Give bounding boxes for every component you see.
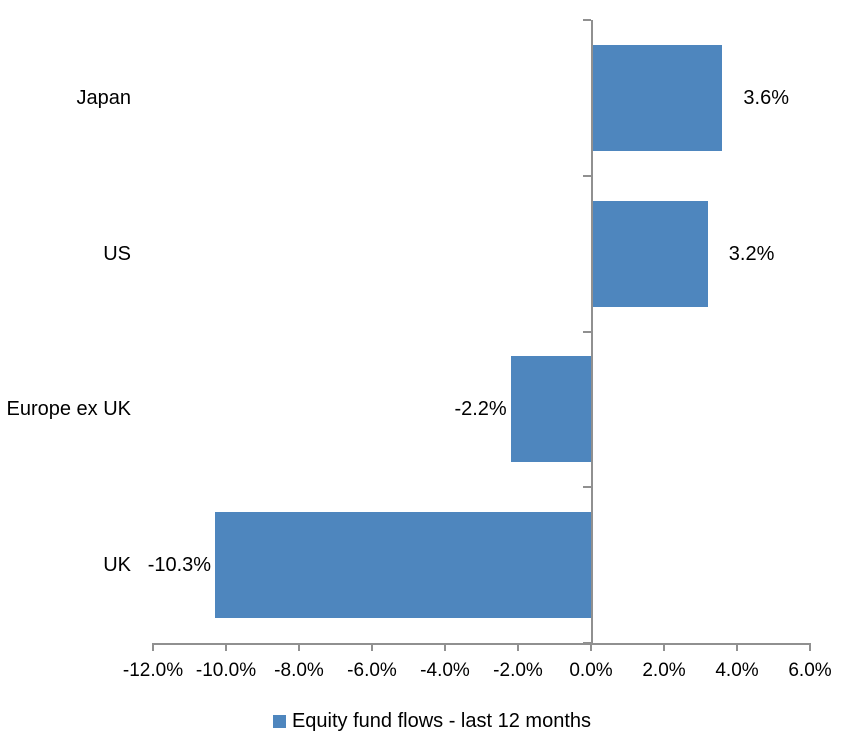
category-label-uk: UK	[103, 554, 131, 577]
value-axis-tick	[225, 643, 227, 651]
bar-europe-ex-uk	[510, 356, 591, 463]
value-axis-tick	[517, 643, 519, 651]
category-axis-tick	[583, 19, 591, 21]
x-tick-label-0: -12.0%	[122, 660, 184, 681]
x-tick-label-2: -8.0%	[274, 660, 324, 681]
x-tick-label-3: -6.0%	[347, 660, 397, 681]
value-axis-tick	[736, 643, 738, 651]
x-tick-label-7: 2.0%	[642, 660, 686, 681]
category-axis-tick	[583, 486, 591, 489]
value-label-japan: 3.6%	[743, 86, 789, 109]
x-tick-label-1: -10.0%	[195, 660, 257, 681]
value-label-europe-ex-uk: -2.2%	[454, 398, 507, 421]
x-tick-label-6: 0.0%	[569, 660, 613, 681]
value-axis-line	[153, 643, 810, 645]
category-label-japan: Japan	[76, 86, 132, 109]
value-axis-tick	[444, 643, 446, 651]
value-axis-tick	[590, 643, 592, 651]
value-axis-tick	[298, 643, 300, 651]
category-label-europe-ex-uk: Europe ex UK	[6, 398, 131, 421]
value-label-uk: -10.3%	[147, 554, 212, 577]
value-axis-tick	[371, 643, 373, 651]
value-axis-tick	[152, 643, 154, 651]
legend-label: Equity fund flows - last 12 months	[291, 710, 592, 732]
legend-marker-icon	[272, 714, 286, 728]
bar-japan	[591, 44, 723, 151]
category-axis-tick	[583, 330, 591, 333]
category-axis-line	[591, 20, 593, 643]
x-tick-label-5: -2.0%	[493, 660, 543, 681]
x-tick-label-8: 4.0%	[715, 660, 759, 681]
value-axis-tick	[663, 643, 665, 651]
x-tick-label-9: 6.0%	[788, 660, 832, 681]
legend: Equity fund flows - last 12 months	[0, 707, 852, 735]
category-axis-tick	[583, 174, 591, 177]
value-label-us: 3.2%	[728, 242, 775, 265]
x-tick-label-4: -4.0%	[420, 660, 470, 681]
bar-us	[591, 200, 708, 307]
category-label-us: US	[103, 242, 131, 265]
value-axis-tick	[809, 643, 811, 651]
bar-uk	[215, 512, 591, 619]
